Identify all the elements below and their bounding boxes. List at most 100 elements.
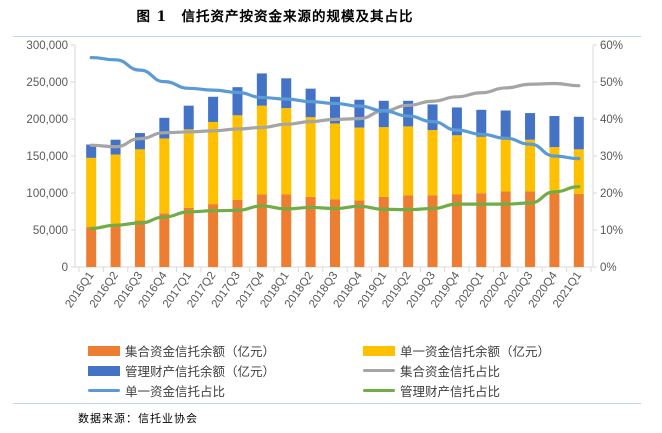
bar-managed [281,78,292,109]
legend-swatch [363,345,395,356]
bar-collective [305,196,316,267]
bar-managed [208,96,219,122]
data-source: 数据来源：信托业协会 [78,412,198,425]
bar-collective [256,194,267,267]
bar-managed [451,107,462,136]
bar-single [256,105,267,195]
chart: 0 50,000 100,000 150,000 200,000 250,000 300,0… [26,40,623,310]
bar-collective [183,207,194,267]
bar-managed [183,105,194,130]
legend-label: 管理财产信托余额（亿元） [125,364,276,379]
bar-single [208,121,219,205]
bar-collective [378,196,389,267]
bar-managed [378,100,389,128]
bar-managed [159,117,170,139]
legend-line-swatch [88,389,120,392]
left-tick-label: 150,000 [26,151,68,163]
right-tick-label: 50% [600,77,623,89]
legend-line-swatch [363,389,395,392]
figure-title: 图 1 信托资产按资金来源的规模及其占比 [136,9,414,25]
legend-label: 单一资金信托余额（亿元） [400,344,551,359]
bar-collective [525,191,536,267]
legend-item: 单一资金信托余额（亿元） [363,341,550,360]
bar-single [232,115,243,200]
bar-single [573,149,584,194]
legend-label: 单一资金信托占比 [125,384,226,399]
left-tick-label: 0 [62,262,68,274]
legend-line-swatch [363,369,395,372]
bar-collective [549,193,560,267]
legend-item: 管理财产信托占比 [363,381,500,400]
right-tick-label: 30% [600,151,623,163]
bar-managed [476,109,487,137]
bar-managed [134,133,145,150]
legend-swatch [88,365,120,376]
bar-single [183,129,194,208]
left-tick-label: 200,000 [26,114,68,126]
line-single-share [89,55,581,161]
bar-collective [110,225,121,267]
right-tick-label: 60% [600,40,623,52]
bar-managed [549,116,560,148]
left-tick-label: 300,000 [26,40,68,52]
bar-collective [330,199,340,267]
legend-label: 集合资金信托占比 [400,364,501,379]
bar-managed [256,73,267,106]
legend-label: 集合资金信托余额（亿元） [125,344,276,359]
bar-managed [86,144,97,158]
bar-collective [500,191,511,267]
bar-single [134,149,145,221]
right-tick-label: 10% [600,225,623,237]
line-managed-share [89,185,581,231]
bar-single [476,136,487,194]
right-tick-label: 40% [600,114,623,126]
right-tick-label: 0% [600,262,617,274]
bar-managed [573,116,584,150]
bar-single [403,126,414,196]
bar-single [500,137,511,192]
top-divider [13,36,641,37]
bar-single [281,108,292,195]
bar-managed [427,104,438,131]
bar-single [378,127,389,197]
bar-single [86,157,97,228]
bar-collective [281,194,292,267]
bar-single [354,127,365,201]
legend-label: 管理财产信托占比 [400,384,501,399]
bar-collective [134,220,145,267]
bar-collective [86,227,97,267]
left-tick-label: 250,000 [26,77,68,89]
bottom-divider [13,403,641,404]
bar-collective [573,193,584,267]
left-tick-label: 100,000 [26,188,68,200]
left-tick-label: 50,000 [33,225,68,237]
bar-collective [354,200,365,267]
bar-managed [500,110,511,138]
bar-collective [427,195,438,267]
legend-swatch [88,345,120,356]
bar-collective [159,213,170,267]
bar-managed [232,87,243,116]
bar-collective [403,195,414,267]
legend-item: 管理财产信托余额（亿元） [88,361,275,380]
bar-managed [403,100,414,127]
line-collective-share [89,81,581,149]
bar-single [427,130,438,196]
right-tick-label: 20% [600,188,623,200]
bar-single [110,154,121,226]
bar-single [549,147,560,194]
bar-single [330,123,340,200]
bar-single [159,138,170,214]
bar-single [525,139,536,192]
bar-managed [330,96,340,124]
bar-collective [208,204,219,267]
bar-collective [476,193,487,267]
legend: 集合资金信托余额（亿元） 单一资金信托余额（亿元） 管理财产信托余额（亿元） 集合资金… [0,339,662,399]
legend-item: 单一资金信托占比 [88,381,225,400]
legend-item: 集合资金信托余额（亿元） [88,341,275,360]
bar-managed [354,99,365,128]
bar-collective [451,194,462,267]
bar-managed [525,113,536,140]
bar-single [305,117,316,197]
bar-single [451,135,462,195]
